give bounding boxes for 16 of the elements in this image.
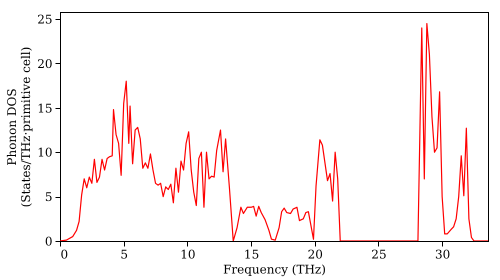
y-tick-label: 10 <box>37 146 52 160</box>
x-tick-label: 0 <box>60 248 68 262</box>
y-axis-title: Phonon DOS (States/THz·primitive cell) <box>5 46 34 208</box>
y-tick-label: 20 <box>37 56 52 71</box>
y-tick-label: 15 <box>37 101 52 116</box>
x-tick-label: 20 <box>308 248 323 262</box>
x-tick-label: 25 <box>371 248 387 262</box>
x-tick-label: 5 <box>120 248 128 262</box>
line-series <box>60 22 488 241</box>
y-tick-label: 25 <box>37 12 52 27</box>
x-tick-label: 10 <box>180 248 196 262</box>
y-tick-label: 5 <box>44 190 52 204</box>
x-axis-title: Frequency (THz) <box>223 262 326 276</box>
x-tick-label: 15 <box>244 248 260 262</box>
x-tick-label: 30 <box>435 248 450 262</box>
y-tick-label: 0 <box>44 234 52 248</box>
